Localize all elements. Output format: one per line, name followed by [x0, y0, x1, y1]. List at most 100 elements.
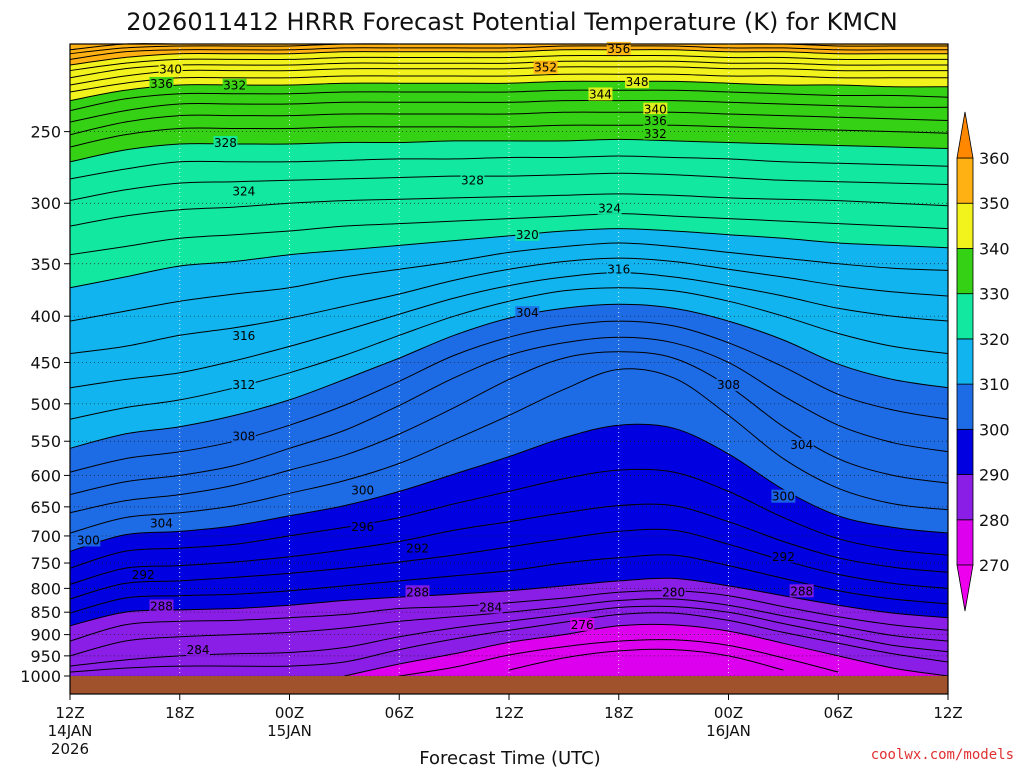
contour-label-292: 292 — [771, 549, 796, 564]
contour-label-text: 356 — [607, 42, 630, 56]
isentrope-284 — [69, 605, 949, 667]
contour-label-288: 288 — [149, 599, 174, 614]
contour-label-text: 348 — [626, 75, 649, 89]
contour-label-324: 324 — [597, 201, 622, 216]
contour-label-304: 304 — [149, 516, 174, 531]
x-tick-label: 12Z — [55, 704, 84, 722]
contour-label-text: 284 — [479, 600, 502, 614]
contour-label-text: 288 — [406, 585, 429, 599]
x-tick-date: 16JAN — [706, 722, 751, 740]
contour-label-356: 356 — [606, 41, 631, 56]
contour-label-text: 288 — [790, 584, 813, 598]
contour-label-text: 340 — [644, 103, 667, 117]
isentrope-332 — [69, 124, 949, 148]
colorbar-band-330 — [956, 248, 974, 295]
isentrope-328 — [69, 155, 949, 180]
isentrope-338 — [69, 89, 949, 112]
contour-label-text: 292 — [132, 568, 155, 582]
contour-label-bg — [606, 41, 631, 55]
contour-label-292: 292 — [131, 567, 156, 582]
contour-label-bg — [149, 516, 174, 530]
y-tick-label-850: 850 — [30, 603, 61, 622]
isentrope-308 — [69, 320, 949, 473]
contour-label-bg — [606, 262, 631, 276]
contour-label-bg — [597, 201, 622, 215]
contour-label-bg — [643, 102, 668, 116]
isentrope-302 — [69, 368, 949, 534]
contour-label-276: 276 — [570, 617, 595, 632]
contour-label-text: 308 — [717, 378, 740, 392]
isentrope-286 — [69, 598, 949, 657]
isentrope-288 — [69, 590, 949, 642]
isentrope-300 — [69, 423, 949, 552]
x-tick-label: 12Z — [494, 704, 523, 722]
contour-label-text: 312 — [232, 378, 255, 392]
colorbar-band-340 — [956, 202, 974, 249]
isentrope-320 — [69, 228, 949, 289]
isentrope-340 — [69, 80, 949, 102]
y-tick-label-650: 650 — [30, 498, 61, 517]
contour-label-text: 316 — [232, 329, 255, 343]
x-tick-label: 00Z — [275, 704, 304, 722]
isentrope-296 — [69, 503, 949, 585]
x-tick-label: 06Z — [824, 704, 853, 722]
y-tick-label-950: 950 — [30, 647, 61, 666]
isentrope-304 — [69, 351, 949, 514]
isentrope-324 — [69, 193, 949, 227]
contour-label-bg — [570, 617, 595, 631]
isentrope-342 — [69, 73, 948, 93]
colorbar-label-270: 270 — [979, 556, 1010, 575]
contour-label-bg — [405, 585, 430, 599]
contour-label-text: 300 — [77, 534, 100, 548]
contour-label-text: 308 — [232, 430, 255, 444]
contour-label-text: 352 — [534, 61, 557, 75]
contour-label-bg — [158, 62, 183, 76]
contour-label-bg — [771, 489, 796, 503]
colorbar-arrow-low — [956, 564, 974, 612]
contour-label-bg — [533, 60, 558, 74]
contour-label-text: 324 — [232, 185, 255, 199]
colorbar-band-320 — [956, 293, 974, 340]
colorbar-band-300 — [956, 383, 974, 430]
contour-label-text: 344 — [589, 87, 612, 101]
contour-label-292: 292 — [405, 541, 430, 556]
contour-label-text: 316 — [607, 262, 630, 276]
contour-label-bg — [231, 378, 256, 392]
contour-label-296: 296 — [350, 520, 375, 534]
contour-label-320: 320 — [515, 227, 540, 242]
x-tick-label: 18Z — [604, 704, 633, 722]
contour-label-316: 316 — [231, 329, 256, 343]
isentrope-336 — [69, 99, 949, 123]
contour-label-text: 336 — [150, 77, 173, 91]
y-tick-label-400: 400 — [30, 307, 61, 326]
contour-label-340: 340 — [643, 102, 668, 117]
contour-label-bg — [213, 135, 238, 149]
contour-label-text: 284 — [187, 643, 210, 657]
isentrope-290 — [69, 577, 949, 627]
isentrope-318 — [69, 242, 949, 322]
ground-layer — [70, 676, 948, 694]
contour-label-text: 280 — [662, 585, 685, 599]
y-tick-label-350: 350 — [30, 255, 61, 274]
contour-label-text: 332 — [223, 79, 246, 93]
contour-label-bg — [515, 306, 540, 320]
isentrope-294 — [69, 528, 949, 600]
contour-label-bg — [350, 520, 375, 534]
contour-label-text: 328 — [461, 174, 484, 188]
isentrope-280 — [344, 623, 949, 677]
colorbar-label-350: 350 — [979, 194, 1010, 213]
isentrope-278 — [399, 639, 839, 677]
y-tick-label-450: 450 — [30, 353, 61, 372]
contour-label-300: 300 — [771, 489, 796, 504]
y-tick-label-300: 300 — [30, 194, 61, 213]
isentrope-344 — [69, 66, 948, 86]
contour-label-352: 352 — [533, 60, 558, 75]
contour-label-300: 300 — [76, 533, 101, 548]
contour-label-bg — [789, 584, 814, 598]
contour-label-bg — [76, 533, 101, 547]
y-tick-label-250: 250 — [30, 123, 61, 142]
isentrope-314 — [69, 272, 949, 389]
y-tick-label-550: 550 — [30, 432, 61, 451]
